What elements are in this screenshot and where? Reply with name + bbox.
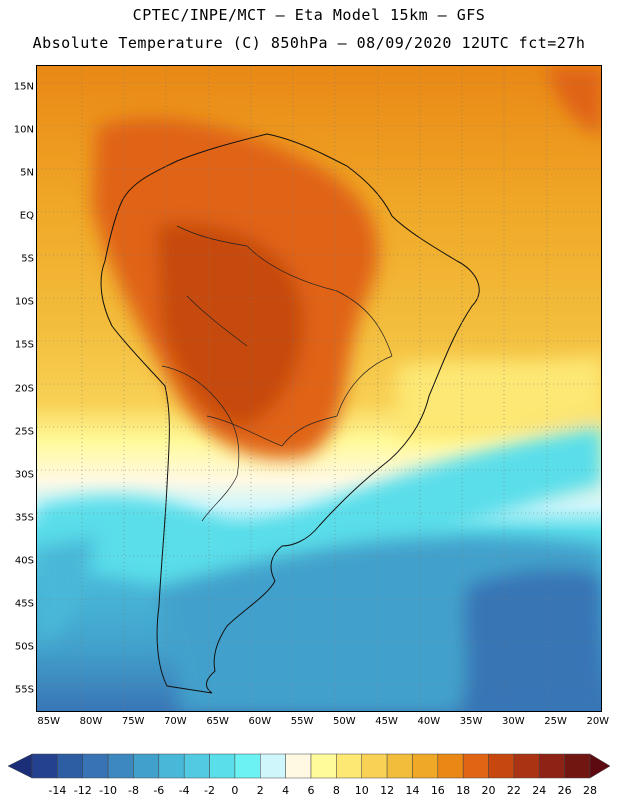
lon-label: 65W	[206, 716, 229, 727]
colorbar-swatch	[31, 753, 58, 779]
lat-label: 55S	[14, 684, 34, 696]
colorbar-swatch	[57, 753, 83, 779]
colorbar-swatch	[336, 753, 362, 779]
colorbar-swatch	[564, 753, 591, 779]
colorbar-tick-label: 18	[456, 784, 471, 797]
lat-label: 40S	[14, 555, 34, 567]
colorbar-swatch	[107, 753, 134, 779]
lat-label: 25S	[14, 426, 34, 438]
lat-label: 15N	[13, 81, 34, 93]
colorbar-tick-label: 10	[354, 784, 369, 797]
lon-label: 55W	[290, 716, 314, 727]
lon-label: 35W	[459, 716, 483, 727]
cold-core-southeast	[457, 569, 601, 711]
colorbar-high-arrow	[589, 753, 611, 779]
colorbar-tick-label: 2	[256, 784, 264, 797]
south-america-coastline	[100, 133, 480, 694]
lat-label: 50S	[14, 641, 34, 653]
lat-label: 10S	[14, 296, 34, 308]
colorbar-tick-label: -8	[127, 784, 139, 797]
lat-label: 5N	[20, 167, 34, 179]
colorbar-tick-label: 14	[405, 784, 420, 797]
colorbar-tick-label: -4	[178, 784, 190, 797]
lon-label: 30W	[501, 716, 525, 727]
colorbar-tick-label: -12	[73, 784, 92, 797]
colorbar-tick-label: 22	[506, 784, 521, 797]
lon-label: 75W	[121, 716, 145, 727]
colorbar-tick-label: 28	[583, 784, 597, 797]
cool-band-south	[37, 426, 601, 606]
colorbar-swatch	[462, 753, 489, 779]
colorbar-swatch	[437, 753, 464, 779]
lat-label: 10N	[13, 124, 34, 136]
colorbar-tick-label: 24	[532, 784, 547, 797]
lon-label: 20W	[586, 716, 610, 727]
lon-label: 80W	[79, 716, 103, 727]
colorbar-tick-label: 20	[481, 784, 496, 797]
lat-label: 35S	[14, 512, 34, 524]
colorbar-tick-label: -10	[99, 784, 118, 797]
colorbar-swatch	[361, 753, 388, 779]
country-borders	[161, 225, 393, 522]
temperature-map	[36, 65, 602, 712]
colorbar-swatch	[158, 753, 185, 779]
colorbar-tick-label: 12	[380, 784, 395, 797]
colorbar-swatch	[310, 753, 337, 779]
colorbar-tick-label: 26	[557, 784, 572, 797]
lon-label: 40W	[417, 716, 441, 727]
lat-label: 5S	[21, 253, 34, 265]
colorbar-swatch	[285, 753, 312, 779]
lon-label: 70W	[164, 716, 187, 727]
colorbar-swatch	[513, 753, 540, 779]
colorbar-tick-label: 8	[332, 784, 340, 797]
lat-label: 15S	[14, 339, 34, 351]
colorbar-swatch	[260, 753, 286, 779]
colorbar-tick-label: -14	[48, 784, 67, 797]
colorbar-tick-label: -6	[153, 784, 165, 797]
colorbar-tick-label: 4	[282, 784, 290, 797]
colorbar-swatch	[183, 753, 210, 779]
mild-band-atlantic	[397, 356, 601, 439]
colorbar	[7, 753, 611, 779]
lon-label: 45W	[375, 716, 398, 727]
map-title-line1: CPTEC/INPE/MCT – Eta Model 15km – GFS	[132, 6, 486, 24]
map-title-line2: Absolute Temperature (C) 850hPa – 08/09/…	[32, 34, 586, 52]
lon-label: 60W	[248, 716, 272, 727]
colorbar-swatch	[234, 753, 261, 779]
lon-label: 50W	[333, 716, 356, 727]
hot-core-interior	[157, 223, 304, 426]
lat-label: EQ	[19, 210, 34, 222]
colorbar-swatch	[488, 753, 515, 779]
colorbar-tick-label: 0	[231, 784, 239, 797]
temperature-field-features	[37, 66, 601, 711]
colorbar-swatch	[133, 753, 160, 779]
colorbar-tick-label: 16	[430, 784, 445, 797]
temperature-map-svg	[37, 66, 601, 711]
lon-label: 25W	[544, 716, 567, 727]
warm-northeast-corner	[547, 66, 601, 136]
colorbar-swatch	[82, 753, 109, 779]
colorbar-swatch	[412, 753, 439, 779]
colorbar-swatch	[386, 753, 413, 779]
colorbar-swatch	[539, 753, 565, 779]
colorbar-tick-label: 6	[307, 784, 315, 797]
colorbar-swatch	[209, 753, 236, 779]
colorbar-tick-label: -2	[204, 784, 216, 797]
lon-label: 85W	[37, 716, 60, 727]
cool-region-pacific	[37, 536, 97, 646]
colorbar-low-arrow	[7, 753, 33, 779]
lat-label: 30S	[14, 469, 34, 481]
lat-label: 45S	[14, 598, 34, 610]
lat-label: 20S	[14, 383, 34, 394]
